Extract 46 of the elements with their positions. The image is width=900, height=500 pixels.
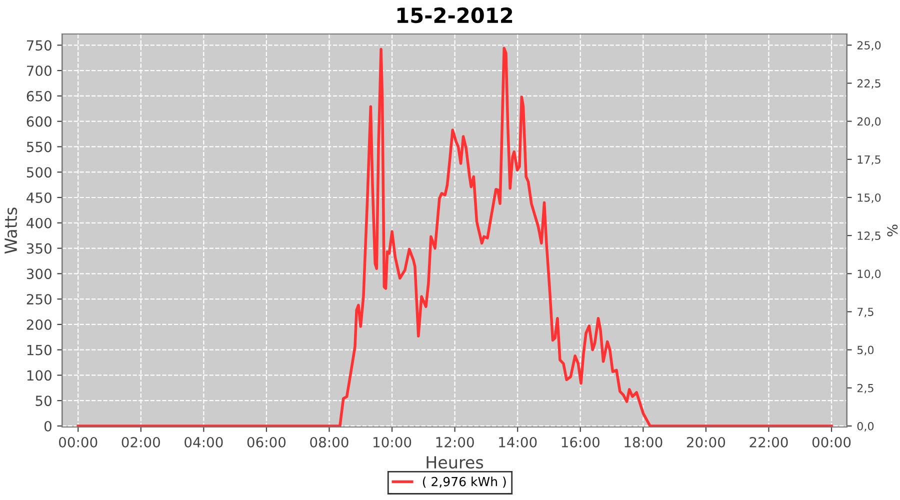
y-tick-label: 500: [26, 167, 52, 178]
x-tick-label: 00:00: [59, 436, 98, 448]
x-tick-label: 06:00: [247, 436, 286, 448]
x-tick-label: 16:00: [562, 436, 600, 448]
y-tick-label: 250: [26, 294, 52, 305]
x-tick-label: 10:00: [374, 436, 412, 448]
x-tick-label: 02:00: [122, 436, 160, 448]
x-tick-label: 14:00: [499, 436, 537, 448]
y2-tick-label: 5,0: [857, 346, 874, 356]
y-tick-label: 750: [27, 40, 52, 51]
line-series: [76, 46, 833, 427]
y-tick-label: 400: [26, 218, 52, 228]
y-tick-label: 450: [26, 192, 52, 203]
x-tick-label: 22:00: [750, 436, 788, 448]
y-tick-label: 0: [44, 420, 52, 432]
y2-tick-label: 10,0: [858, 270, 881, 280]
y-tick-label: 550: [26, 142, 52, 152]
y2-axis-title: %: [887, 224, 898, 236]
y-tick-label: 300: [26, 268, 52, 280]
y2-tick-label: 17,5: [858, 156, 880, 165]
y2-tick-label: 15,0: [858, 193, 881, 203]
x-tick-label: 00:00: [812, 436, 851, 448]
y-tick-label: 150: [27, 344, 52, 356]
y2-tick-label: 20,0: [857, 117, 881, 127]
y2-tick-label: 25,0: [857, 41, 881, 51]
y-tick-label: 350: [26, 243, 52, 254]
x-tick-label: 08:00: [310, 436, 348, 448]
chart-title: 15-2-2012: [397, 7, 512, 24]
x-tick-label: 20:00: [686, 436, 726, 448]
y2-tick-label: 7,5: [858, 308, 874, 318]
y-tick-label: 50: [36, 396, 52, 406]
legend-label: ( 2,976 kWh ): [422, 476, 506, 488]
x-tick-label: 12:00: [436, 436, 474, 448]
y2-tick-label: 0,0: [857, 422, 874, 432]
x-tick-label: 18:00: [624, 436, 662, 448]
y-tick-label: 650: [26, 90, 52, 102]
y-tick-label: 100: [27, 370, 52, 381]
y2-tick-label: 22,5: [857, 79, 880, 89]
x-axis-title: Heures: [426, 456, 484, 469]
y2-tick-label: 2,5: [857, 384, 874, 394]
y-tick-label: 200: [26, 319, 52, 330]
y-tick-label: 700: [27, 66, 52, 76]
y2-tick-label: 12,5: [858, 232, 880, 242]
x-tick-label: 04:00: [184, 436, 223, 448]
y-tick-label: 600: [26, 116, 52, 127]
y-axis-title: Watts: [4, 208, 18, 254]
